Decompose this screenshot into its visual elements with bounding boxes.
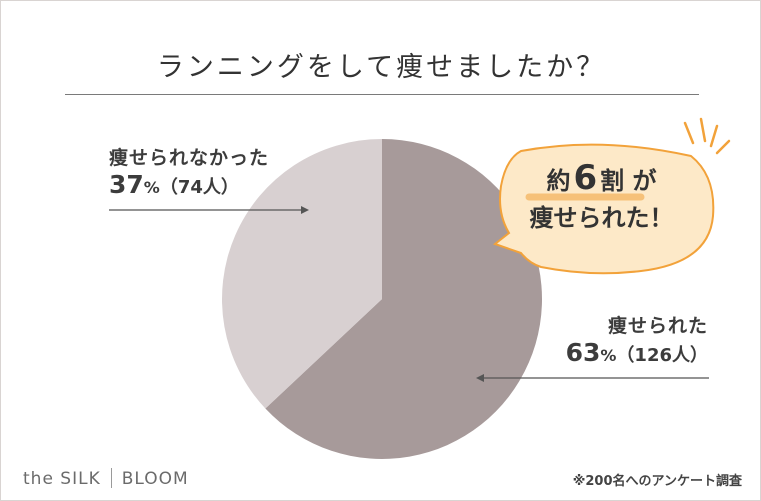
pie-slice-lost — [265, 139, 542, 459]
pie-slices — [221, 139, 542, 459]
callout-bubble — [492, 143, 715, 275]
brand-logo: the SILK BLOOM — [23, 468, 189, 489]
survey-note: ※200名へのアンケート調査 — [572, 474, 742, 489]
title-divider — [65, 94, 699, 95]
brand-left: the SILK — [23, 469, 101, 489]
pointer-arrow-not-lost — [301, 206, 309, 214]
callout-suffix2: が — [632, 167, 657, 195]
emphasis-lines — [683, 117, 731, 155]
label-not-lost-name: 痩せられなかった — [109, 147, 270, 169]
callout-line2: 痩せられた！ — [529, 204, 674, 232]
label-not-lost-count: （74人） — [159, 177, 239, 198]
label-not-lost-percent: 37% — [109, 170, 160, 199]
callout-suffix1: 割 — [600, 167, 625, 195]
label-lost: 痩せられた 63%（126人） — [566, 311, 708, 367]
pointer-arrow-lost — [476, 374, 484, 382]
label-lost-percent: 63% — [565, 338, 617, 367]
label-lost-count: （126人） — [616, 345, 708, 366]
brand-separator — [110, 468, 112, 488]
callout-number: 6 — [573, 158, 598, 198]
label-not-lost: 痩せられなかった 37%（74人） — [109, 143, 269, 199]
chart-title: ランニングをして痩せましたか？ — [156, 52, 607, 83]
label-lost-name: 痩せられた — [607, 315, 708, 337]
callout-text: 約6 割 が 痩せられた！ — [504, 161, 699, 238]
pie-slice-not-lost — [221, 139, 382, 409]
callout-prefix: 約 — [546, 167, 571, 195]
brand-right: BLOOM — [121, 469, 189, 489]
